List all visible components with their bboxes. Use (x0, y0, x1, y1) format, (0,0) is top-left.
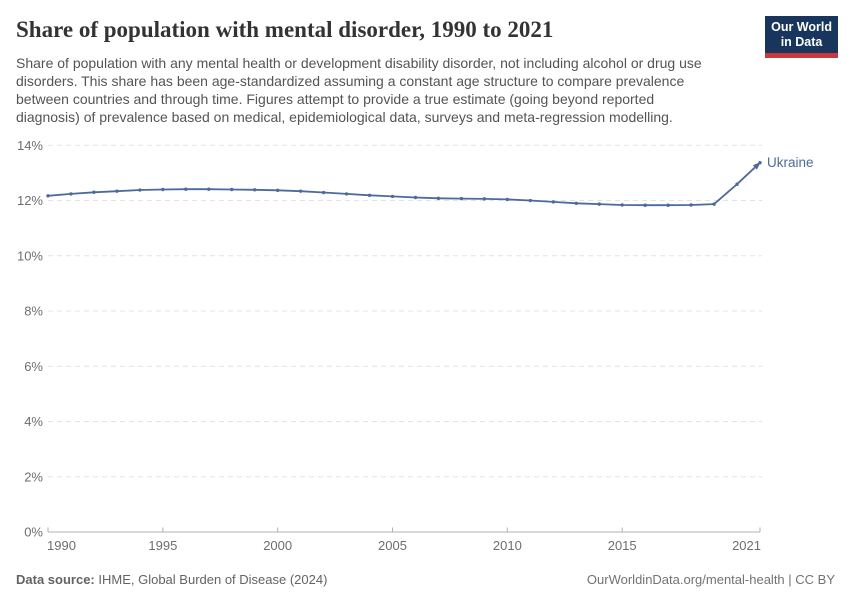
subtitle-line: Share of population with any mental heal… (16, 55, 702, 71)
owid-logo-line2: in Data (780, 35, 823, 49)
x-axis-tick-label: 2015 (608, 538, 637, 553)
data-point[interactable] (298, 189, 303, 193)
data-point[interactable] (207, 187, 211, 191)
data-point[interactable] (413, 195, 418, 200)
x-axis-tick-label: 2000 (263, 538, 292, 553)
series-end-label[interactable]: Ukraine (767, 155, 814, 170)
data-point[interactable] (115, 189, 119, 193)
data-point[interactable] (184, 187, 188, 191)
y-axis-tick-label: 14% (17, 138, 43, 153)
data-point[interactable] (482, 197, 487, 201)
data-point[interactable] (620, 203, 624, 207)
chart-footer: Data source: IHME, Global Burden of Dise… (16, 572, 835, 587)
x-axis-tick-label: 1995 (148, 538, 177, 553)
data-point[interactable] (666, 203, 670, 207)
data-point[interactable] (597, 202, 601, 206)
line-end-arrow-icon (752, 162, 761, 170)
x-axis-tick-label: 2005 (378, 538, 407, 553)
y-axis-tick-label: 6% (24, 359, 43, 374)
data-point[interactable] (275, 188, 280, 193)
data-point[interactable] (551, 200, 555, 204)
license-link[interactable]: OurWorldinData.org/mental-health | CC BY (586, 572, 835, 587)
y-axis-tick-label: 10% (17, 248, 43, 263)
data-source-label: Data source: (16, 572, 95, 587)
data-point[interactable] (643, 203, 647, 207)
data-point[interactable] (230, 187, 234, 192)
data-source-text: IHME, Global Burden of Disease (2024) (98, 572, 328, 587)
x-axis-tick-label: 2021 (732, 538, 761, 553)
owid-logo-line1: Our World (771, 20, 832, 34)
y-axis-tick-label: 0% (24, 525, 43, 540)
subtitle-line: between countries and through time. Figu… (16, 91, 655, 107)
data-point[interactable] (735, 182, 739, 186)
data-point[interactable] (46, 194, 50, 198)
x-axis-tick-label: 1990 (47, 538, 76, 553)
data-point[interactable] (138, 188, 142, 192)
series-line[interactable] (47, 161, 761, 207)
data-point[interactable] (459, 196, 464, 201)
data-point[interactable] (367, 193, 372, 197)
data-point[interactable] (505, 197, 510, 202)
data-point[interactable] (321, 190, 326, 195)
data-point[interactable] (390, 194, 395, 199)
chart-subtitle: Share of population with any mental heal… (16, 54, 834, 126)
subtitle-line: diagnosis) of prevalence based on medica… (16, 109, 673, 125)
data-point[interactable] (344, 192, 349, 196)
data-point[interactable] (161, 187, 165, 192)
x-axis-tick-label: 2010 (493, 538, 522, 553)
y-axis-tick-label: 12% (17, 193, 43, 208)
data-point[interactable] (689, 203, 693, 207)
chart-header: Share of population with mental disorder… (0, 0, 850, 126)
data-point[interactable] (92, 190, 96, 194)
y-axis-tick-label: 8% (24, 304, 43, 319)
y-axis-tick-label: 4% (24, 414, 43, 429)
data-point[interactable] (574, 201, 578, 206)
owid-logo[interactable]: Our World in Data (765, 16, 838, 58)
data-source: Data source: IHME, Global Burden of Dise… (16, 572, 327, 587)
page-title: Share of population with mental disorder… (16, 17, 554, 42)
data-point[interactable] (253, 188, 257, 192)
data-point[interactable] (69, 192, 73, 196)
y-axis-tick-label: 2% (24, 469, 43, 484)
subtitle-line: disorders. This share has been age-stand… (16, 73, 685, 89)
data-point[interactable] (712, 202, 716, 206)
data-point[interactable] (528, 198, 533, 203)
data-point[interactable] (436, 196, 441, 201)
